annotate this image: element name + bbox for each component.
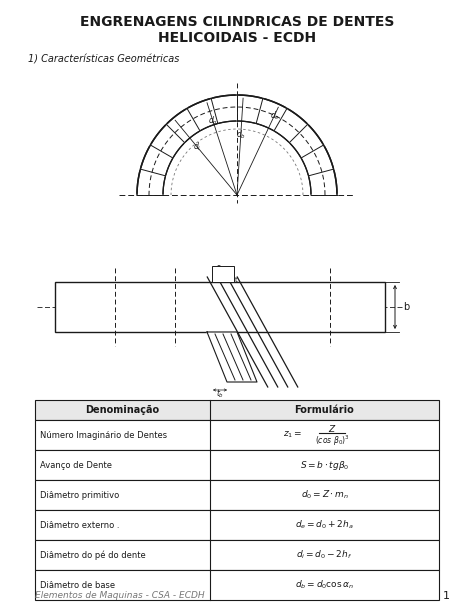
Text: s: s	[217, 263, 221, 272]
Bar	[35, 540, 439, 570]
Bar	[55, 282, 385, 332]
Text: Diâmetro externo .: Diâmetro externo .	[40, 520, 119, 530]
Text: b: b	[403, 302, 409, 312]
Text: $d_i=d_0-2h_f$: $d_i=d_0-2h_f$	[296, 549, 353, 562]
Text: Diâmetro primitivo: Diâmetro primitivo	[40, 490, 119, 500]
Text: Diâmetro de base: Diâmetro de base	[40, 581, 115, 590]
Text: t: t	[235, 277, 238, 283]
Text: $d_b$: $d_b$	[236, 129, 246, 142]
Text: $d_e=d_0+2h_a$: $d_e=d_0+2h_a$	[295, 519, 354, 531]
Text: $d_o$: $d_o$	[208, 115, 218, 127]
Text: Número Imaginário de Dentes: Número Imaginário de Dentes	[40, 430, 167, 440]
Text: Denominação: Denominação	[85, 405, 160, 415]
Text: ENGRENAGENS CILINDRICAS DE DENTES: ENGRENAGENS CILINDRICAS DE DENTES	[80, 15, 394, 29]
Text: $(cos\ \beta_0)^3$: $(cos\ \beta_0)^3$	[315, 434, 350, 448]
Text: 1) Características Geométricas: 1) Características Geométricas	[28, 55, 179, 65]
Text: HELICOIDAIS - ECDH: HELICOIDAIS - ECDH	[158, 31, 316, 45]
Text: $Z$: $Z$	[328, 422, 337, 433]
Text: 1: 1	[443, 591, 450, 601]
Bar	[212, 266, 234, 282]
Bar	[35, 480, 439, 510]
Text: Diâmetro do pé do dente: Diâmetro do pé do dente	[40, 550, 146, 560]
Text: Elementos de Maquinas - CSA - ECDH: Elementos de Maquinas - CSA - ECDH	[35, 592, 205, 601]
Bar	[35, 510, 439, 540]
Text: $t_b$: $t_b$	[216, 388, 224, 400]
Text: $d_i$: $d_i$	[193, 141, 201, 153]
Text: Avanço de Dente: Avanço de Dente	[40, 460, 112, 470]
Bar	[55, 282, 385, 332]
Bar	[35, 450, 439, 480]
Polygon shape	[207, 332, 257, 382]
Text: $S=b \cdot tg\beta_0$: $S=b \cdot tg\beta_0$	[300, 459, 349, 471]
Text: $z_1 =$: $z_1 =$	[283, 430, 302, 440]
Bar	[35, 570, 439, 600]
Text: $d_e$: $d_e$	[270, 109, 279, 121]
Text: Formulário: Formulário	[295, 405, 355, 415]
Text: $d_b=d_0\cos\alpha_n$: $d_b=d_0\cos\alpha_n$	[295, 579, 354, 592]
Bar	[35, 400, 439, 420]
Bar	[35, 420, 439, 450]
Text: $d_0=Z \cdot m_n$: $d_0=Z \cdot m_n$	[301, 489, 348, 501]
